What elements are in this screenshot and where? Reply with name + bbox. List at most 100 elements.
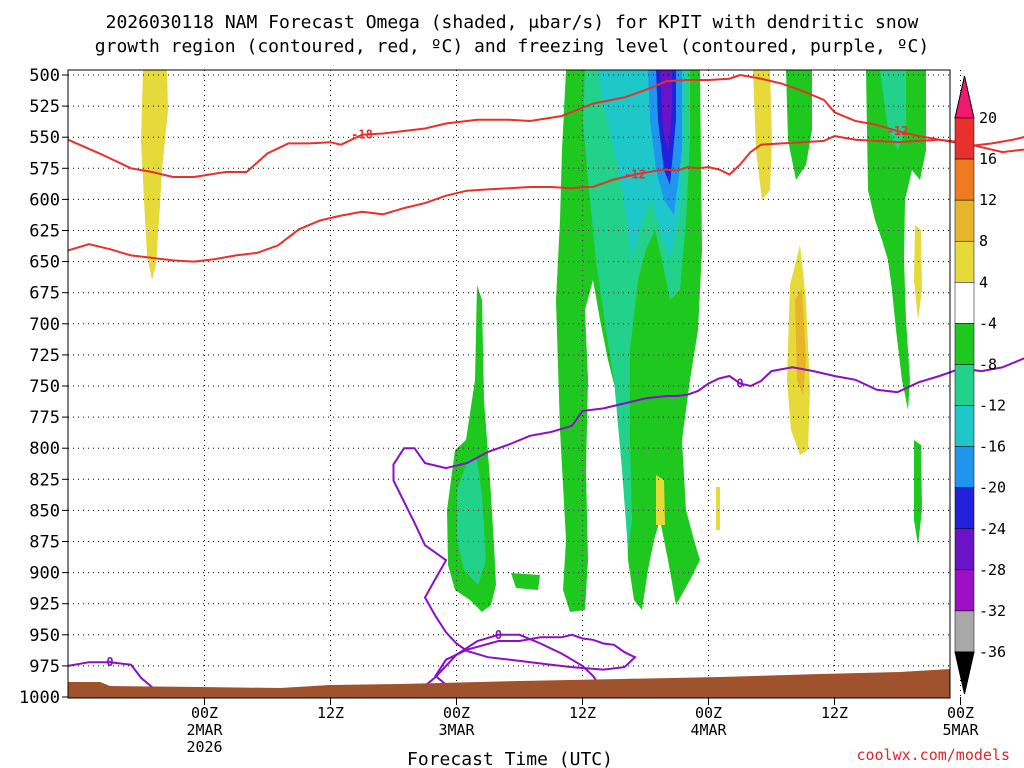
freezing-level-contour xyxy=(392,357,1024,696)
colorbar-bottom-arrow xyxy=(954,651,975,695)
y-axis: 500 525 550 575 600 625 650 675 700 725 750 775 800 8… xyxy=(19,66,68,708)
y-tick-label: 650 xyxy=(29,253,60,273)
colorbar-label: -24 xyxy=(979,520,1006,538)
colorbar-segment xyxy=(954,240,975,283)
colorbar-segment xyxy=(954,405,975,447)
omega-negative-region xyxy=(656,475,665,525)
chart-title-line2: growth region (contoured, red, ºC) and f… xyxy=(95,36,929,57)
colorbar-label: -16 xyxy=(979,438,1006,456)
omega-negative-region xyxy=(753,70,772,200)
plot-area: -18 -12 -12 0 0 0 xyxy=(67,70,1024,698)
colorbar-label: 4 xyxy=(979,273,988,291)
colorbar-label: 8 xyxy=(979,232,988,250)
y-tick-label: 850 xyxy=(29,501,60,521)
colorbar-label: 16 xyxy=(979,150,997,168)
freezing-level-label: 0 xyxy=(106,655,113,669)
x-tick-date: 2MAR xyxy=(186,721,223,739)
colorbar: 20 16 12 8 4 -4 -8 -12 -16 -20 -24 -28 -32 -36 xyxy=(954,75,1006,695)
omega-negative-region xyxy=(786,70,812,180)
x-tick-label: 00Z xyxy=(695,704,722,722)
freezing-level-label: 0 xyxy=(495,628,502,642)
dendritic-contour xyxy=(67,134,1024,263)
y-tick-label: 950 xyxy=(29,626,60,646)
y-tick-label: 700 xyxy=(29,315,60,335)
freezing-level-contour xyxy=(413,633,605,696)
x-tick-label: 00Z xyxy=(191,704,218,722)
dendritic-contour xyxy=(739,74,1024,154)
y-tick-label: 775 xyxy=(29,408,60,428)
colorbar-label: -12 xyxy=(979,397,1006,415)
dendritic-label: -18 xyxy=(351,128,373,142)
omega-negative-region xyxy=(457,460,486,585)
colorbar-label: -36 xyxy=(979,643,1006,661)
y-tick-label: 800 xyxy=(29,439,60,459)
y-tick-label: 500 xyxy=(29,66,60,86)
y-tick-label: 675 xyxy=(29,284,60,304)
omega-negative-region xyxy=(914,225,922,320)
colorbar-segment xyxy=(954,569,975,612)
colorbar-label: 20 xyxy=(979,109,997,127)
colorbar-label: -4 xyxy=(979,314,997,332)
colorbar-segment xyxy=(954,364,975,406)
freezing-level-contour xyxy=(67,661,153,688)
x-tick-label: 12Z xyxy=(317,704,344,722)
y-tick-label: 975 xyxy=(29,657,60,677)
y-tick-label: 925 xyxy=(29,595,60,615)
colorbar-label: -32 xyxy=(979,602,1006,620)
colorbar-label: -28 xyxy=(979,561,1006,579)
y-tick-label: 625 xyxy=(29,222,60,242)
omega-negative-region xyxy=(716,487,720,530)
colorbar-segment xyxy=(954,610,975,653)
x-tick-date: 5MAR xyxy=(942,721,979,739)
dendritic-label: -12 xyxy=(624,168,646,182)
x-tick-label: 00Z xyxy=(947,704,974,722)
omega-negative-region xyxy=(511,573,540,590)
credit-text: coolwx.com/models xyxy=(856,746,1010,764)
omega-negative-region xyxy=(880,70,906,150)
y-tick-label: 875 xyxy=(29,533,60,553)
plot-frame xyxy=(67,69,951,699)
y-tick-label: 575 xyxy=(29,159,60,179)
x-tick-label: 12Z xyxy=(821,704,848,722)
grid-lines xyxy=(68,70,961,697)
y-tick-label: 525 xyxy=(29,97,60,117)
colorbar-top-arrow xyxy=(954,75,975,119)
dendritic-contour xyxy=(67,74,741,178)
omega-negative-region xyxy=(660,70,672,150)
y-tick-label: 600 xyxy=(29,190,60,210)
x-tick-year: 2026 xyxy=(186,738,222,756)
y-tick-label: 550 xyxy=(29,128,60,148)
omega-negative-region xyxy=(866,70,926,410)
terrain xyxy=(68,669,950,698)
chart-title-line1: 2026030118 NAM Forecast Omega (shaded, μ… xyxy=(106,12,919,33)
omega-shading xyxy=(141,70,926,612)
omega-negative-region xyxy=(914,440,922,545)
colorbar-segment xyxy=(954,282,975,324)
x-axis-label: Forecast Time (UTC) xyxy=(407,749,613,768)
colorbar-segment xyxy=(954,528,975,571)
y-tick-label: 900 xyxy=(29,564,60,584)
colorbar-label: -8 xyxy=(979,355,997,373)
colorbar-segment xyxy=(954,487,975,530)
colorbar-segment xyxy=(954,446,975,488)
colorbar-segment xyxy=(954,117,975,160)
y-tick-label: 1000 xyxy=(19,688,60,708)
freezing-level-label: 0 xyxy=(736,377,743,391)
omega-positive-region xyxy=(141,70,168,280)
y-tick-label: 725 xyxy=(29,346,60,366)
colorbar-segment xyxy=(954,323,975,365)
y-tick-label: 750 xyxy=(29,377,60,397)
x-tick-date: 3MAR xyxy=(438,721,475,739)
colorbar-segment xyxy=(954,158,975,201)
contour-layer: -18 -12 -12 0 0 0 xyxy=(67,74,1024,696)
y-tick-label: 825 xyxy=(29,470,60,490)
x-tick-label: 12Z xyxy=(569,704,596,722)
x-tick-date: 4MAR xyxy=(690,721,727,739)
colorbar-segment xyxy=(954,199,975,242)
x-tick-label: 00Z xyxy=(443,704,470,722)
colorbar-label: -20 xyxy=(979,479,1006,497)
colorbar-label: 12 xyxy=(979,191,997,209)
dendritic-label: -12 xyxy=(887,124,909,138)
